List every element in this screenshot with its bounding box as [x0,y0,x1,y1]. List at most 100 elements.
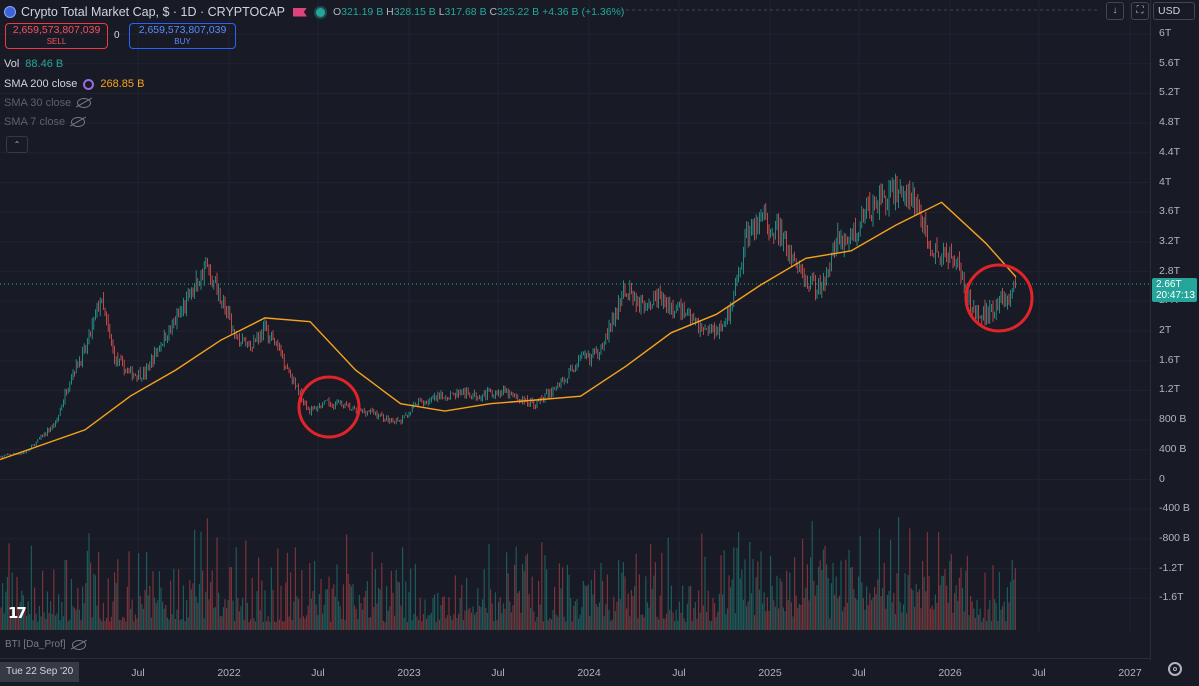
volume-bar [525,555,527,630]
volume-bar [600,562,602,630]
volume-bar [2,583,4,630]
volume-bar [779,578,781,630]
volume-bar [555,614,557,630]
volume-bar [90,562,92,630]
volume-bar [574,601,576,630]
volume-bar [325,589,327,630]
volume-bar [794,557,796,630]
volume-bar [541,542,543,630]
volume-bar [102,602,104,630]
gear-icon[interactable] [1168,662,1182,676]
volume-bar [752,559,754,630]
volume-bar [701,533,703,630]
volume-bar [448,597,450,630]
indicator-sma200[interactable]: SMA 200 close 268.85 B [4,78,144,90]
time-tick-label: 2026 [938,667,962,679]
price-tick-label: 2.8T [1159,264,1181,277]
tradingview-logo[interactable]: 17 [8,604,27,622]
volume-bar [370,617,372,630]
symbol-header[interactable]: Crypto Total Market Cap, $ · 1D · CRYPTO… [4,4,624,20]
ohlc-values: O321.19 B H328.15 B L317.68 B C325.22 B … [333,6,624,18]
volume-bar [696,618,698,630]
volume-bar [400,605,402,630]
volume-bar [830,583,832,630]
volume-bar [414,564,416,630]
volume-bar [632,595,634,630]
volume-bar [674,621,676,630]
volume-bar [870,600,872,630]
volume-bar [70,578,72,630]
volume-bar [75,609,77,630]
volume-bar [645,576,647,630]
symbol-title[interactable]: Crypto Total Market Cap, $ · 1D · CRYPTO… [21,5,285,19]
volume-bar [629,616,631,630]
volume-bar [50,601,52,630]
indicator-sma7[interactable]: SMA 7 close [4,116,86,128]
price-axis[interactable]: 6T5.6T5.2T4.8T4.4T4T3.6T3.2T2.8T2.4T2T1.… [1150,0,1199,660]
volume-bar [931,605,933,630]
volume-bar [754,615,756,630]
flag-icon[interactable] [292,7,307,17]
buy-button[interactable]: 2,659,573,807,039 BUY [129,23,236,49]
volume-bar [882,588,884,630]
volume-bar [112,601,114,630]
collapse-indicators-button[interactable]: ⌃ [6,136,28,153]
volume-bar [898,516,900,630]
volume-bar [974,617,976,630]
volume-bar [624,576,626,630]
volume-bar [856,599,858,630]
price-tick-label: -1.6T [1159,591,1184,604]
volume-bar [680,612,682,630]
bti-label: BTI [Da_Prof] [5,639,66,650]
indicator-bti[interactable]: BTI [Da_Prof] [5,639,86,650]
download-icon[interactable]: ↓ [1106,2,1124,20]
indicator-sma30[interactable]: SMA 30 close [4,97,92,109]
volume-bar [282,620,284,630]
volume-bar [226,608,228,630]
volume-bar [74,607,76,630]
volume-bar [72,606,74,630]
volume-bar [549,618,551,630]
volume-bar [566,564,568,630]
volume-bar [344,619,346,630]
volume-bar [989,599,991,630]
volume-bar [349,583,351,630]
volume-bar [798,603,800,630]
time-axis[interactable]: Jul 2022 Jul 2023 Jul 2024 Jul 2025 Jul 2026 Jul 20… [0,658,1150,686]
volume-bar [395,569,397,630]
volume-bar [318,594,320,630]
volume-bar [670,585,672,630]
volume-bar [206,518,208,630]
loading-icon [83,78,95,90]
hidden-eye-icon[interactable] [71,639,86,650]
volume-bar [406,621,408,630]
volume-bar [608,609,610,630]
volume-bar [373,607,375,630]
volume-bar [941,575,943,630]
volume-bar [512,605,514,630]
volume-bar [611,619,613,630]
volume-bar [666,613,668,630]
volume-bar [333,584,335,630]
volume-bar [782,607,784,630]
sell-button[interactable]: 2,659,573,807,039 SELL [5,23,108,49]
volume-bar [240,606,242,630]
volume-bar [270,567,272,630]
fullscreen-icon[interactable]: ⛶ [1131,2,1149,20]
price-pane[interactable] [0,0,1150,632]
volume-bar [480,607,482,630]
volume-bar [85,583,87,630]
currency-selector[interactable]: USD [1153,2,1195,20]
hidden-eye-icon[interactable] [71,117,86,127]
indicator-vol[interactable]: Vol 88.46 B [4,58,63,70]
volume-bar [853,589,855,630]
hidden-eye-icon[interactable] [77,98,92,108]
volume-bar [818,566,820,630]
volume-bar [930,608,932,630]
volume-bar [334,596,336,630]
volume-bar [274,621,276,630]
price-tick-label: 5.2T [1159,86,1181,99]
volume-bar [950,554,952,630]
volume-bar [133,621,135,630]
volume-bar [267,616,269,630]
